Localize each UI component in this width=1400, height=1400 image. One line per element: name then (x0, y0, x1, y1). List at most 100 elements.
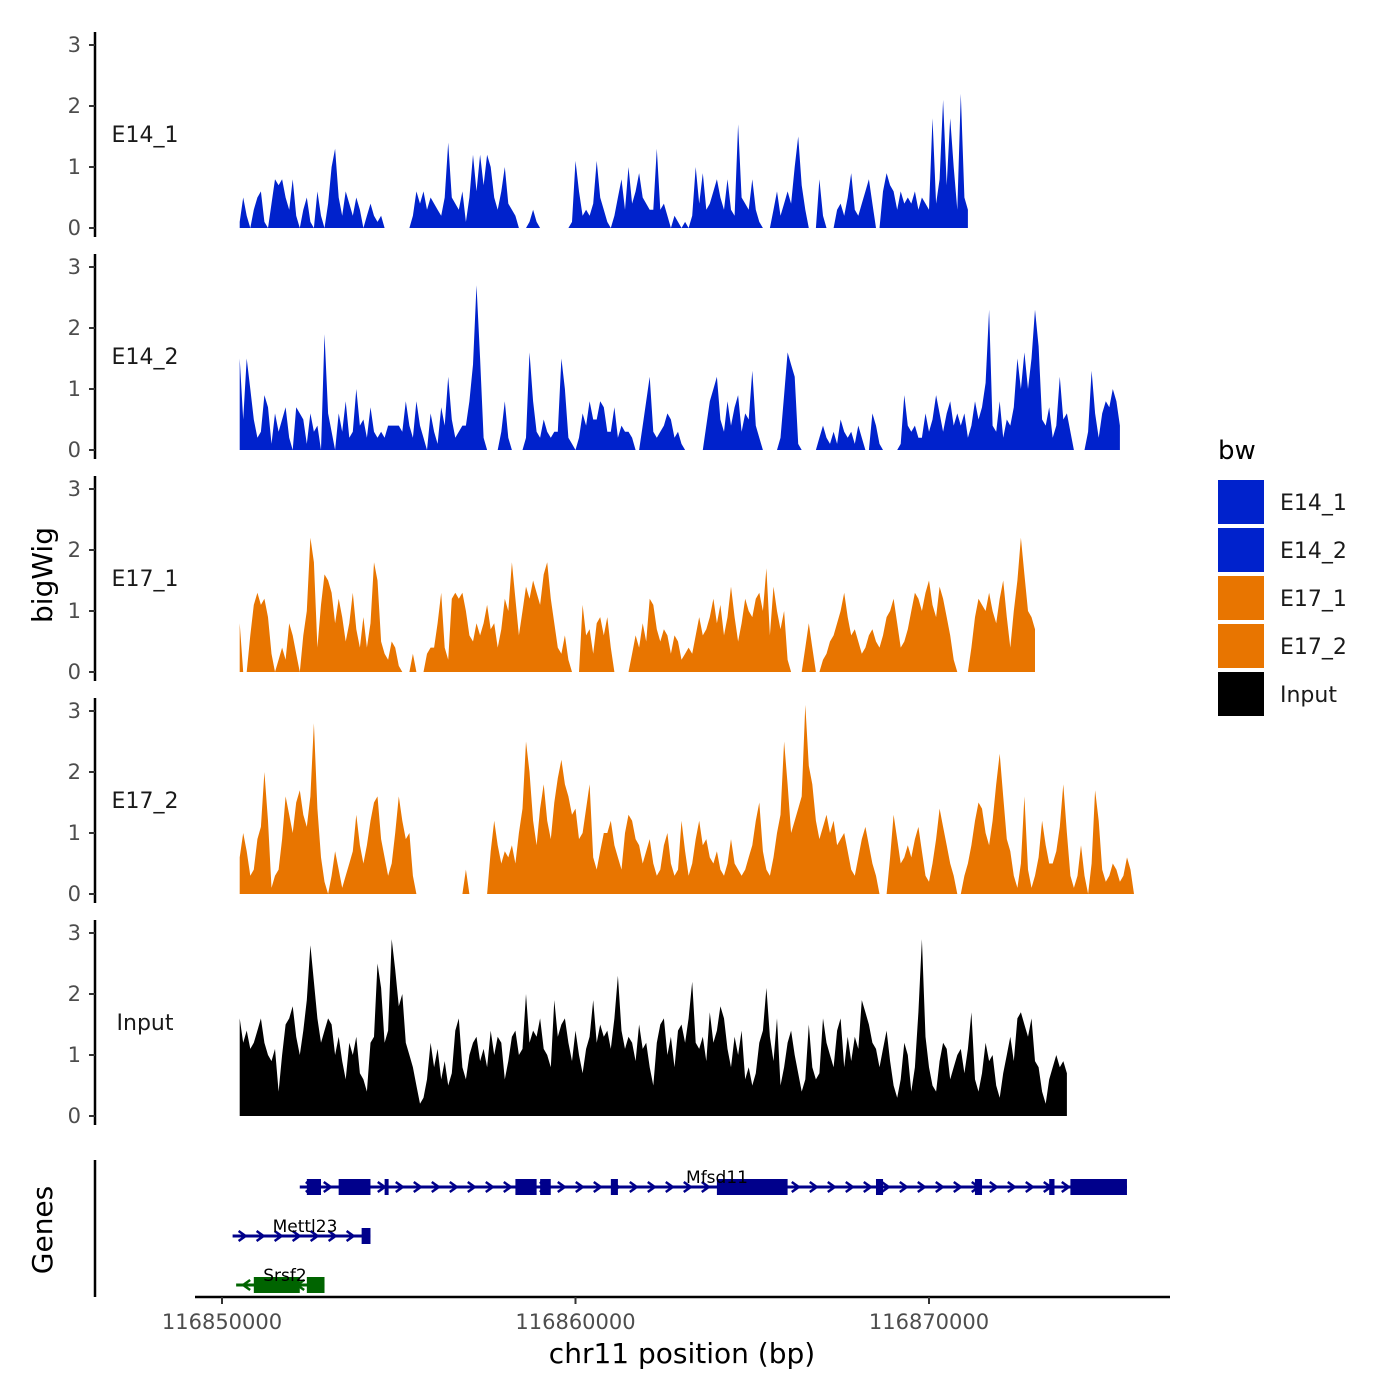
exon (306, 1179, 321, 1195)
strand-arrow (647, 1180, 657, 1194)
y-tick-label: 1 (68, 1043, 81, 1067)
legend-swatch-e17_2 (1218, 624, 1264, 668)
strand-arrow (1061, 1180, 1071, 1194)
legend-swatch-e14_1 (1218, 480, 1264, 524)
exon (515, 1179, 537, 1195)
exon (1070, 1179, 1127, 1195)
legend-label-e17_1: E17_1 (1280, 587, 1347, 612)
exon (361, 1228, 371, 1244)
strand-arrow (917, 1180, 927, 1194)
strand-arrow (791, 1180, 801, 1194)
strand-arrow (309, 1229, 320, 1243)
strand-arrow (701, 1180, 711, 1194)
y-tick-label: 0 (68, 882, 81, 906)
track-label: E14_1 (112, 123, 179, 148)
y-tick-label: 0 (68, 216, 81, 240)
y-tick-label: 2 (68, 982, 81, 1006)
strand-arrow (323, 1180, 333, 1194)
strand-arrow (953, 1180, 963, 1194)
strand-arrow (827, 1180, 837, 1194)
y-tick-label: 2 (68, 538, 81, 562)
legend-label-e14_2: E14_2 (1280, 539, 1347, 564)
signal-area-e17_2 (239, 704, 1134, 894)
exon (306, 1277, 325, 1293)
exon (1049, 1179, 1055, 1195)
exon (338, 1179, 371, 1195)
y-axis-title: bigWig (26, 527, 59, 623)
gene-label: Mfsd11 (686, 1168, 748, 1188)
strand-arrow (809, 1180, 819, 1194)
strand-arrow (503, 1180, 513, 1194)
track-input: 0 1 2 3 Input (68, 920, 1067, 1128)
strand-arrow (845, 1180, 855, 1194)
strand-arrow (237, 1229, 248, 1243)
legend-label-input: Input (1280, 683, 1337, 708)
genes-axis-title: Genes (26, 1186, 59, 1274)
y-tick-label: 1 (68, 821, 81, 845)
strand-arrow (395, 1180, 405, 1194)
legend: bw E14_1 E14_2 E17_1 E17_2 Input (1218, 436, 1347, 716)
track-e14_2: 0 1 2 3 E14_2 (68, 254, 1120, 462)
strand-arrow (291, 1229, 302, 1243)
legend-swatch-e17_1 (1218, 576, 1264, 620)
gene-mfsd11: Mfsd11 (299, 1168, 1127, 1195)
gene-srsf2: Srsf2 (236, 1266, 325, 1293)
y-tick-label: 1 (68, 599, 81, 623)
strand-arrow (413, 1180, 423, 1194)
track-label: Input (117, 1011, 174, 1036)
track-e14_1: 0 1 2 3 E14_1 (68, 32, 968, 240)
y-tick-label: 3 (68, 33, 81, 57)
strand-arrow (881, 1180, 891, 1194)
exon (610, 1179, 618, 1195)
strand-arrow (1025, 1180, 1035, 1194)
exon (875, 1179, 884, 1195)
y-tick-label: 1 (68, 377, 81, 401)
strand-arrow (935, 1180, 945, 1194)
signal-area-e14_1 (239, 93, 968, 228)
track-label: E17_2 (112, 789, 179, 814)
gene-mettl23: Mettl23 (232, 1217, 371, 1244)
strand-arrow (273, 1229, 284, 1243)
gene-label: Srsf2 (263, 1266, 306, 1286)
exon (974, 1179, 983, 1195)
y-tick-label: 0 (68, 1104, 81, 1128)
gene-track: Mfsd11 Mettl23 Srsf2 (93, 1160, 1127, 1297)
strand-arrow (255, 1229, 266, 1243)
y-tick-label: 3 (68, 699, 81, 723)
track-panels: 0 1 2 3 E14_1 0 1 2 3 E14_2 0 1 2 3 E17_1 0 1 2 3 E17_2 0 1 2 3… (68, 32, 1134, 1128)
y-tick-label: 3 (68, 921, 81, 945)
y-tick-label: 0 (68, 660, 81, 684)
strand-arrow (575, 1180, 585, 1194)
strand-arrow (345, 1229, 356, 1243)
strand-arrow (989, 1180, 999, 1194)
x-tick-label: 116860000 (515, 1310, 635, 1334)
gene-label: Mettl23 (273, 1217, 338, 1237)
exon (384, 1179, 389, 1195)
strand-arrow (899, 1180, 909, 1194)
strand-arrow (863, 1180, 873, 1194)
y-tick-label: 3 (68, 477, 81, 501)
strand-arrow (557, 1180, 567, 1194)
y-tick-label: 2 (68, 316, 81, 340)
y-tick-label: 2 (68, 760, 81, 784)
strand-arrow (683, 1180, 693, 1194)
track-label: E14_2 (112, 345, 179, 370)
legend-swatch-e14_2 (1218, 528, 1264, 572)
strand-arrow (1007, 1180, 1017, 1194)
y-tick-label: 3 (68, 255, 81, 279)
strand-arrow (665, 1180, 675, 1194)
legend-label-e17_2: E17_2 (1280, 635, 1347, 660)
strand-arrow (431, 1180, 441, 1194)
track-e17_2: 0 1 2 3 E17_2 (68, 698, 1134, 906)
y-tick-label: 2 (68, 94, 81, 118)
strand-arrow (485, 1180, 495, 1194)
x-axis-title: chr11 position (bp) (549, 1337, 815, 1370)
exon (716, 1179, 788, 1195)
strand-arrow (240, 1278, 251, 1292)
strand-arrow (327, 1229, 338, 1243)
strand-arrow (629, 1180, 639, 1194)
signal-area-e17_1 (239, 537, 1035, 672)
exon (253, 1277, 300, 1293)
x-axis: 116850000 116860000 116870000 (162, 1295, 1170, 1334)
